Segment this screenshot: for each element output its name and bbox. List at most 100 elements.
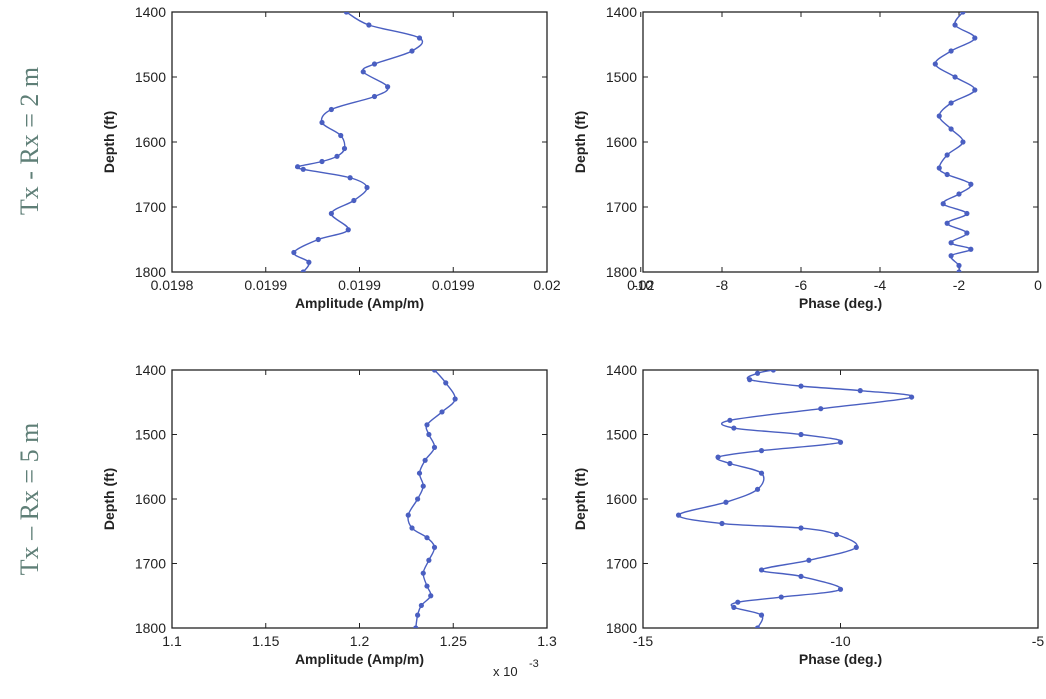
chart-3-data-point [418,602,424,609]
chart-4-data-point [754,370,761,376]
chart-1-y-tick-label: 1600 [135,134,166,150]
chart-4-data-point [806,557,812,563]
chart-4-data-point [798,525,804,531]
chart-4-x-axis-label: Phase (deg.) [799,651,882,667]
chart-3-y-tick-label: 1500 [135,427,166,443]
chart-2-x-axis-label: Phase (deg.) [799,295,882,311]
chart-1-data-point [319,119,325,126]
chart-4-data-point [715,454,721,460]
chart-2-data-point [964,210,970,217]
chart-3-x-axis-label: Amplitude (Amp/m) [295,651,424,667]
chart-3-data-point [405,512,411,518]
chart-4-data-point [758,448,765,454]
chart-2-y-tick-label: 1700 [606,199,637,215]
chart-3-y-axis-label: Depth (ft) [101,468,117,530]
chart-1-data-point [306,259,312,265]
chart-2-data-point [948,253,954,259]
chart-2-data-point [936,165,942,171]
chart-1-data-point [416,35,423,41]
chart-1-x-axis-label: Amplitude (Amp/m) [295,295,424,311]
chart-1-axes-frame [171,11,548,273]
chart-1-data-point [341,145,348,152]
chart-3-x-tick-label: 1.3 [537,633,557,649]
chart-3-data-point [420,570,426,576]
chart-3-x-tick-label: 1.2 [350,633,370,649]
chart-3-data-point [431,544,438,550]
chart-4-data-point [719,520,725,527]
chart-2-data-point [972,35,978,41]
chart-1-data-point [347,175,353,181]
chart-1-data-point [319,158,325,165]
chart-3-data-point [426,431,432,438]
chart-4-data-point [798,383,804,389]
chart-1-x-tick-label: 0.02 [627,277,654,293]
chart-2-x-tick-label: 0 [1034,277,1042,293]
chart-4-data-point [727,417,733,423]
chart-2-data-point [956,269,962,272]
chart-3-data-point [424,535,430,541]
chart-4-data-point [758,470,765,476]
chart-4-data-point [837,586,844,592]
chart-4-series-1 [675,370,915,628]
chart-3-series-line [407,370,456,628]
chart-3-x-exponent-label: x 10 [493,664,518,679]
chart-2-y-tick-label: 1800 [606,264,637,280]
chart-2-x-tick-label: -8 [716,277,729,293]
chart-2-data-point [956,262,962,269]
chart-4-data-point [798,573,804,580]
chart-2-data-point [964,230,970,236]
chart-4-data-point [747,377,753,383]
chart-3-x-tick-label: 1.25 [440,633,467,649]
chart-1-y-tick-label: 1700 [135,199,166,215]
chart-1-data-point [385,84,391,90]
chart-3-axes-frame [171,369,548,629]
chart-4-series-line [677,370,913,628]
chart-2-data-point [932,61,938,67]
chart-4-data-point [723,499,729,505]
chart-3-data-point [416,470,423,476]
chart-1-data-point [315,236,321,243]
chart-2-data-point [968,181,974,187]
chart-4-data-point [754,486,761,492]
chart-4-data-point [735,599,741,605]
chart-1-y-axis-label: Depth (ft) [101,111,117,173]
chart-1-series-line [293,12,424,272]
chart-3-data-point [420,483,426,489]
chart-2-data-point [952,74,958,80]
chart-4-x-tick-label: -5 [1032,633,1045,649]
chart-2-data-point [948,48,954,54]
chart-1-data-point [364,184,370,191]
chart-2-data-point [944,171,950,178]
chart-4-data-point [778,594,784,600]
chart-3-data-point [443,380,449,386]
chart-4-data-point [770,370,776,373]
chart-4-data-point [857,388,863,394]
chart-3-data-point [424,422,430,428]
chart-1-data-point [291,249,297,256]
chart-2: -10 -8 -6 -4 -2 0 1400 1500 1600 1700 1800 Phase (d… [572,4,1042,311]
chart-1-x-tick-label: 0.0198 [151,277,194,293]
chart-1-data-point [338,132,344,139]
chart-3-data-point [413,625,419,628]
chart-2-data-point [936,113,942,119]
chart-2-x-tick-label: -4 [874,277,887,293]
chart-3-data-point [415,612,421,618]
chart-4-y-tick-label: 1400 [606,362,637,378]
chart-3: 1.1 1.15 1.2 1.25 1.3 1400 1500 1600 1700 1800 Amp… [101,362,557,679]
chart-4-y-tick-label: 1500 [606,427,637,443]
chart-1: 0.0198 0.0199 0.0199 0.0199 0.02 0.02 1400 1500… [101,4,655,311]
row-title-top: Tx - Rx = 2 m [15,67,44,215]
chart-1-data-point [328,210,334,217]
chart-1-data-point [300,166,306,172]
chart-4-data-point [853,544,859,550]
chart-2-data-point [948,240,954,246]
chart-1-data-point [371,61,378,67]
chart-4-data-point [758,567,765,573]
chart-4-data-point [727,460,733,467]
chart-1-x-tick-label: 0.0199 [338,277,381,293]
chart-2-data-point [948,100,954,106]
chart-4-data-point [837,439,844,445]
chart-2-x-tick-label: -6 [795,277,808,293]
chart-4-y-tick-label: 1800 [606,620,637,636]
